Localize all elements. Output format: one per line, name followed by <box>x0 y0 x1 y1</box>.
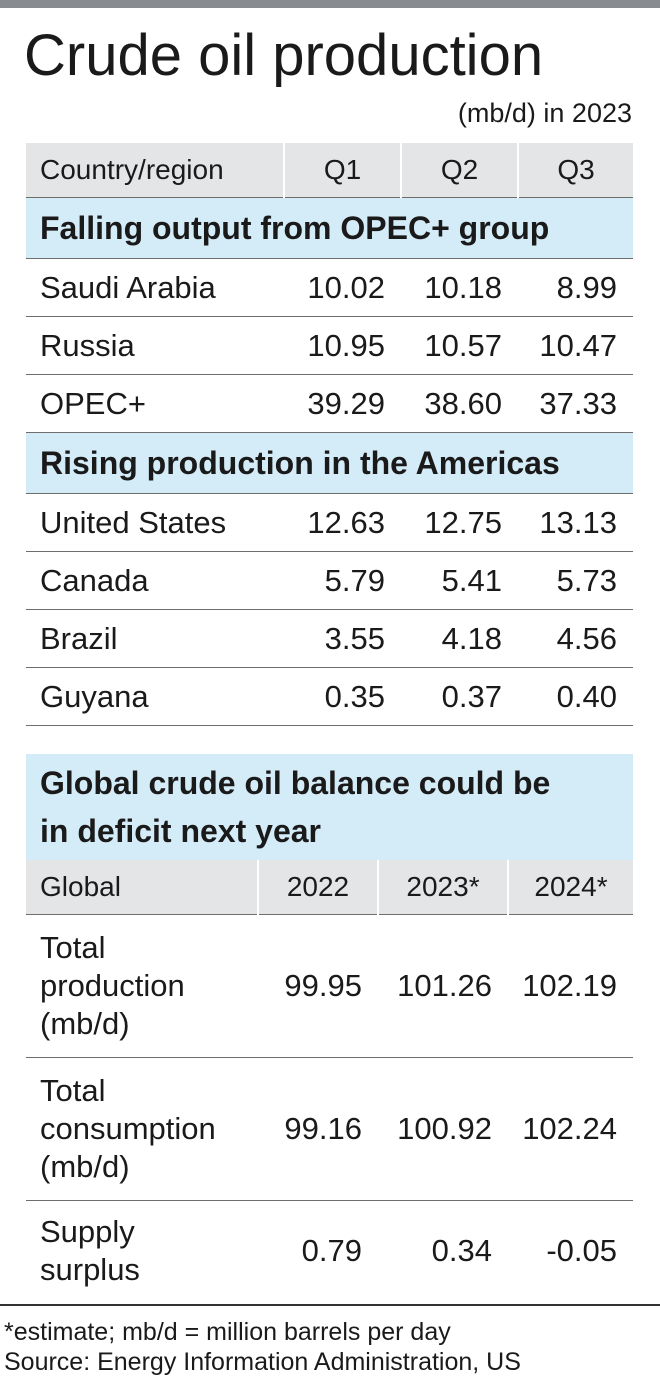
table-row: Total production (mb/d) 99.95 101.26 102… <box>26 914 634 1058</box>
table-cell: 10.47 <box>518 316 633 375</box>
table-row: Russia 10.95 10.57 10.47 <box>26 316 633 375</box>
row-label-line: surplus <box>40 1251 140 1287</box>
section-heading-line: in deficit next year <box>40 813 321 849</box>
section-heading-row: Falling output from OPEC+ group <box>26 197 633 259</box>
table-row: United States 12.63 12.75 13.13 <box>26 493 633 552</box>
table-cell: 8.99 <box>518 258 633 317</box>
row-label: United States <box>26 493 284 552</box>
row-label-line: (mb/d) <box>40 1149 130 1184</box>
row-label: Total consumption (mb/d) <box>26 1057 258 1201</box>
table-cell: 102.19 <box>508 914 634 1058</box>
table-row: Supply surplus 0.79 0.34 -0.05 <box>26 1200 634 1300</box>
table-cell: 37.33 <box>518 374 633 433</box>
table-cell: 0.37 <box>401 667 518 726</box>
header-cell: Country/region <box>26 143 285 198</box>
page-title: Crude oil production <box>24 23 544 88</box>
table-row: Guyana 0.35 0.37 0.40 <box>26 667 633 726</box>
row-label: Russia <box>26 316 284 375</box>
table-cell: 4.56 <box>518 609 633 668</box>
table-row: Saudi Arabia 10.02 10.18 8.99 <box>26 258 633 317</box>
top-bar <box>0 0 660 8</box>
section-heading: Falling output from OPEC+ group <box>26 197 633 259</box>
table-cell: -0.05 <box>508 1200 634 1300</box>
table-cell: 3.55 <box>284 609 401 668</box>
table-header-row: Country/region Q1 Q2 Q3 <box>26 143 633 198</box>
row-label: Total production (mb/d) <box>26 914 258 1058</box>
row-label: Saudi Arabia <box>26 258 284 317</box>
row-label: Supply surplus <box>26 1200 258 1300</box>
section-heading-line: Global crude oil balance could be <box>40 765 551 801</box>
table-cell: 10.02 <box>284 258 401 317</box>
table-cell: 12.63 <box>284 493 401 552</box>
table-cell: 0.35 <box>284 667 401 726</box>
table-cell: 4.18 <box>401 609 518 668</box>
header-cell: Global <box>26 860 259 915</box>
row-label-line: consumption <box>40 1111 216 1146</box>
header-cell: 2024* <box>508 860 634 915</box>
table-cell: 39.29 <box>284 374 401 433</box>
header-cell: Q2 <box>401 143 519 198</box>
table-cell: 0.34 <box>378 1200 508 1300</box>
header-cell: 2023* <box>378 860 509 915</box>
section-heading-row: Global crude oil balance could be in def… <box>26 754 634 860</box>
table-cell: 102.24 <box>508 1057 634 1201</box>
table-row: Canada 5.79 5.41 5.73 <box>26 551 633 610</box>
table-row: Brazil 3.55 4.18 4.56 <box>26 609 633 668</box>
row-label: Canada <box>26 551 284 610</box>
row-label-line: Total <box>40 1073 106 1108</box>
table-cell: 10.95 <box>284 316 401 375</box>
row-label: Brazil <box>26 609 284 668</box>
table-row: OPEC+ 39.29 38.60 37.33 <box>26 374 633 433</box>
table-cell: 99.95 <box>258 914 378 1058</box>
section-heading: Rising production in the Americas <box>26 432 633 494</box>
table-cell: 5.41 <box>401 551 518 610</box>
table-row: Total consumption (mb/d) 99.16 100.92 10… <box>26 1057 634 1201</box>
table-cell: 5.73 <box>518 551 633 610</box>
table-cell: 38.60 <box>401 374 518 433</box>
footnote: *estimate; mb/d = million barrels per da… <box>4 1318 451 1346</box>
table-cell: 10.57 <box>401 316 518 375</box>
table-cell: 0.79 <box>258 1200 378 1300</box>
table-cell: 13.13 <box>518 493 633 552</box>
row-label-line: (mb/d) <box>40 1006 130 1041</box>
table-cell: 12.75 <box>401 493 518 552</box>
divider <box>0 1304 660 1306</box>
balance-table: Global crude oil balance could be in def… <box>26 754 634 1300</box>
unit-label: (mb/d) in 2023 <box>457 98 632 128</box>
row-label-line: production <box>40 968 185 1003</box>
row-label-line: Supply <box>40 1213 135 1249</box>
section-heading: Global crude oil balance could be in def… <box>26 754 634 860</box>
table-cell: 101.26 <box>378 914 508 1058</box>
header-cell: Q3 <box>518 143 633 198</box>
section-heading-row: Rising production in the Americas <box>26 432 633 494</box>
table-cell: 10.18 <box>401 258 518 317</box>
table-cell: 99.16 <box>258 1057 378 1201</box>
table-cell: 5.79 <box>284 551 401 610</box>
header-cell: 2022 <box>258 860 379 915</box>
row-label: Guyana <box>26 667 284 726</box>
header-cell: Q1 <box>284 143 402 198</box>
table-cell: 0.40 <box>518 667 633 726</box>
table-cell: 100.92 <box>378 1057 508 1201</box>
row-label: OPEC+ <box>26 374 284 433</box>
table-header-row: Global 2022 2023* 2024* <box>26 860 634 915</box>
source-credit: Source: Energy Information Administratio… <box>4 1348 521 1376</box>
row-label-line: Total <box>40 930 106 965</box>
production-table: Country/region Q1 Q2 Q3 Falling output f… <box>26 143 633 726</box>
